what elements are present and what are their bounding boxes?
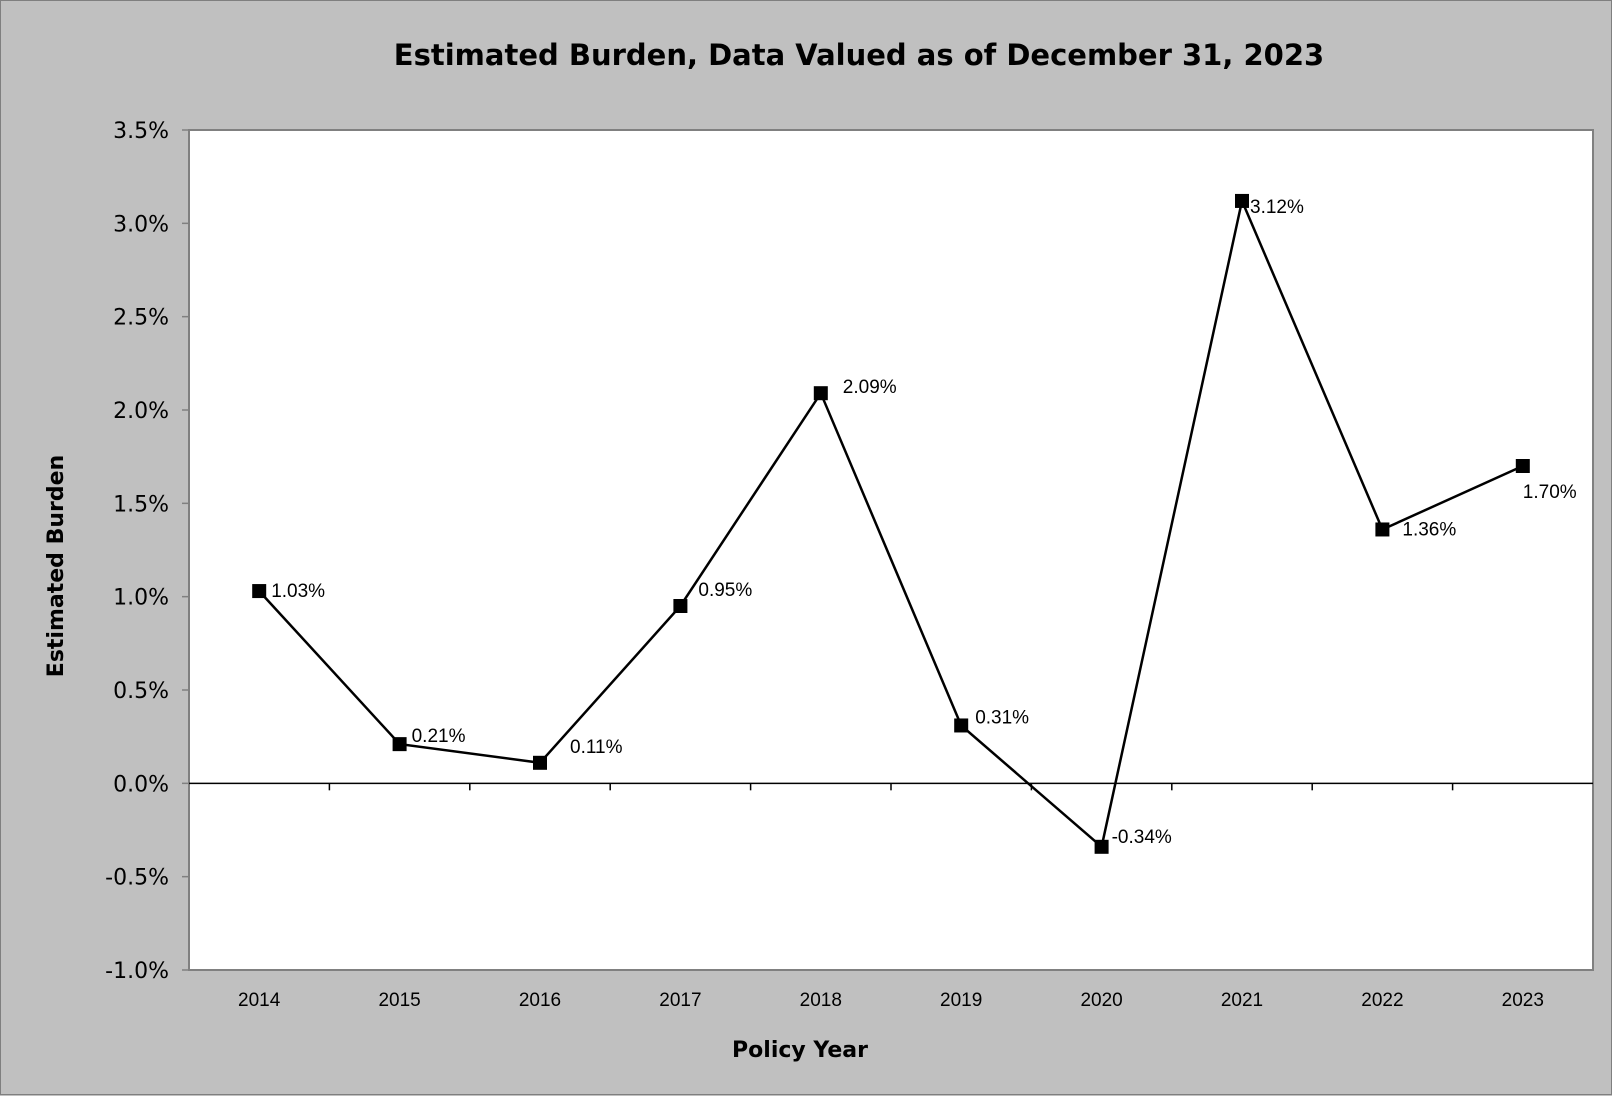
x-tick-label: 2018 [800,990,842,1011]
data-point-marker [252,584,267,599]
y-tick-label: 3.0% [113,212,169,237]
x-tick-label: 2022 [1361,990,1403,1011]
data-point-marker [1235,193,1249,208]
data-point-marker [1094,839,1109,854]
data-label: 0.95% [698,580,752,601]
y-tick-label: 0.0% [113,772,169,797]
data-label: 1.70% [1523,482,1577,503]
data-label: 1.03% [271,581,325,602]
data-point-marker [533,755,547,770]
x-tick-label: 2020 [1080,990,1122,1011]
y-axis: -1.0% -0.5% 0.0% 0.5% 1.0% 1.5% 2.0% 2.5% 3.0% 3.… [105,119,189,984]
data-point-marker [813,386,828,401]
data-point-marker [1375,522,1390,537]
y-tick-label: 2.0% [113,399,169,424]
data-label: 2.09% [843,377,897,398]
data-point-marker [392,737,407,752]
x-tick-label: 2015 [378,990,420,1011]
y-tick-label: -0.5% [105,866,169,891]
y-tick-label: 2.5% [113,306,169,331]
x-tick-label: 2023 [1502,990,1544,1011]
x-axis-title: Policy Year [732,1038,868,1063]
chart-title: Estimated Burden, Data Valued as of Dece… [394,38,1324,72]
data-label: 0.21% [412,726,466,747]
data-point-marker [954,718,969,733]
series-line [258,196,1524,850]
y-tick-label: 1.0% [113,586,169,611]
x-axis: 2014 2015 2016 2017 2018 2019 2020 2021 2022 2023 [189,782,1593,1011]
y-tick-label: 1.5% [113,492,169,517]
y-tick-label: 0.5% [113,679,169,704]
x-tick-label: 2021 [1221,990,1263,1011]
x-tick-label: 2016 [519,990,561,1011]
series-layer: 1.03% 0.21% 0.11% 0.95% 2.09% 0.31% -0.34% 3.12… [252,193,1577,854]
plot-area [188,129,1594,971]
data-label: 0.11% [570,737,623,758]
y-tick-label: -1.0% [105,959,169,984]
data-point-marker [673,599,688,613]
data-label: 3.12% [1250,197,1304,218]
data-label: 1.36% [1402,519,1456,540]
data-label: 0.31% [975,707,1029,728]
x-tick-label: 2014 [238,990,281,1011]
data-label: -0.34% [1112,827,1172,848]
x-tick-label: 2019 [940,990,982,1011]
y-axis-title: Estimated Burden [44,455,69,677]
y-tick-label: 3.5% [113,119,169,144]
x-tick-label: 2017 [659,990,701,1011]
data-point-marker [1515,459,1530,473]
